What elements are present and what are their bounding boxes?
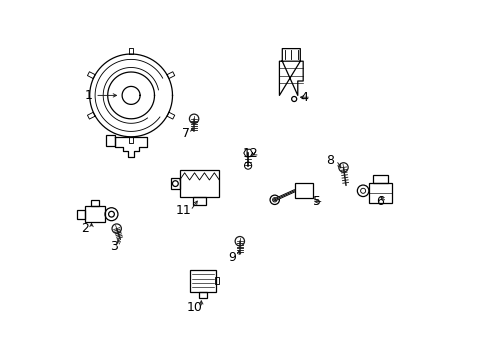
Bar [179, 170, 219, 197]
Circle shape [269, 195, 279, 204]
Text: 4: 4 [300, 91, 308, 104]
Circle shape [235, 237, 244, 246]
Text: 3: 3 [110, 240, 118, 253]
Circle shape [357, 185, 368, 197]
Text: 1: 1 [84, 89, 92, 102]
Bar [215, 277, 219, 284]
Text: 11: 11 [176, 204, 191, 217]
Bar [77, 210, 85, 219]
Bar [373, 175, 387, 183]
Bar [106, 135, 115, 146]
Polygon shape [244, 149, 252, 157]
Bar [193, 197, 205, 205]
Text: 9: 9 [228, 251, 236, 264]
Text: 2: 2 [81, 222, 89, 235]
Text: 7: 7 [182, 127, 189, 140]
Text: 12: 12 [242, 147, 258, 159]
Bar [91, 199, 99, 206]
Circle shape [244, 162, 251, 169]
Text: 6: 6 [375, 195, 384, 208]
Circle shape [112, 224, 121, 233]
Bar [199, 292, 206, 298]
Bar [368, 183, 391, 202]
Bar [170, 178, 179, 189]
Text: 10: 10 [186, 301, 203, 314]
Circle shape [189, 114, 199, 123]
Text: 8: 8 [325, 154, 333, 167]
Bar [190, 270, 216, 292]
Circle shape [338, 163, 347, 172]
Text: 5: 5 [313, 195, 321, 208]
